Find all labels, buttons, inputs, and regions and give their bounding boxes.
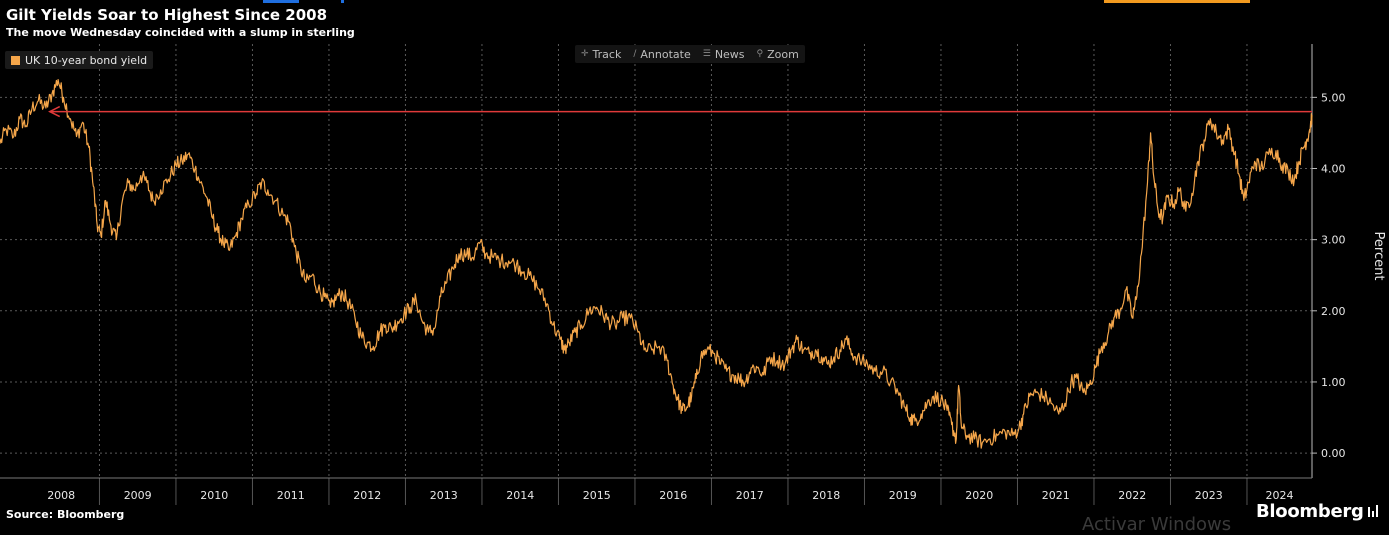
top-stripe-blue-2 bbox=[341, 0, 344, 3]
legend-swatch bbox=[11, 55, 20, 65]
y-tick-label: 5.00 bbox=[1321, 91, 1346, 104]
y-tick-label: 3.00 bbox=[1321, 234, 1346, 247]
x-tick-label: 2018 bbox=[812, 489, 840, 502]
zoom-button[interactable]: ⚲ Zoom bbox=[751, 45, 805, 63]
pencil-icon: ∕ bbox=[633, 49, 637, 59]
chart-title: Gilt Yields Soar to Highest Since 2008 bbox=[6, 6, 328, 24]
y-tick-label: 4.00 bbox=[1321, 163, 1346, 176]
top-stripe-blue-1 bbox=[263, 0, 299, 3]
brand-name: Bloomberg bbox=[1256, 501, 1364, 522]
top-stripe-orange bbox=[1104, 0, 1250, 3]
annotate-button[interactable]: ∕ Annotate bbox=[627, 45, 696, 63]
x-tick-label: 2019 bbox=[889, 489, 917, 502]
y-tick-label: 1.00 bbox=[1321, 376, 1346, 389]
source-note: Source: Bloomberg bbox=[6, 508, 125, 521]
chart-toolbar: ✛ Track ∕ Annotate ☰ News ⚲ Zoom bbox=[575, 45, 805, 63]
x-tick-label: 2010 bbox=[200, 489, 228, 502]
magnifier-icon: ⚲ bbox=[756, 49, 764, 59]
x-tick-label: 2020 bbox=[965, 489, 993, 502]
chart-subtitle: The move Wednesday coincided with a slum… bbox=[6, 26, 355, 39]
x-tick-label: 2013 bbox=[430, 489, 458, 502]
x-tick-label: 2012 bbox=[353, 489, 381, 502]
news-label: News bbox=[714, 47, 745, 61]
x-tick-label: 2021 bbox=[1042, 489, 1070, 502]
y-axis-label: Percent bbox=[1371, 232, 1386, 281]
x-tick-label: 2009 bbox=[124, 489, 152, 502]
zoom-label: Zoom bbox=[767, 47, 799, 61]
x-tick-label: 2016 bbox=[659, 489, 687, 502]
y-tick-label: 2.00 bbox=[1321, 305, 1346, 318]
axes: 0.00 1.00 2.00 3.00 4.00 5.00 2008 2009 2010 2011… bbox=[0, 44, 1386, 505]
crosshair-icon: ✛ bbox=[581, 49, 589, 59]
annotation-layer bbox=[48, 105, 1312, 118]
annotate-label: Annotate bbox=[640, 47, 691, 61]
legend[interactable]: UK 10-year bond yield bbox=[5, 51, 154, 69]
legend-label: UK 10-year bond yield bbox=[25, 53, 148, 67]
news-button[interactable]: ☰ News bbox=[697, 45, 751, 63]
x-tick-label: 2024 bbox=[1265, 489, 1293, 502]
x-tick-label: 2011 bbox=[277, 489, 305, 502]
os-watermark: Activar Windows bbox=[1082, 514, 1232, 535]
brand-logo: Bloomberg bbox=[1256, 501, 1382, 522]
track-label: Track bbox=[592, 47, 622, 61]
y-tick-label: 0.00 bbox=[1321, 447, 1346, 460]
x-tick-label: 2022 bbox=[1118, 489, 1146, 502]
track-button[interactable]: ✛ Track bbox=[575, 45, 627, 63]
x-tick-label: 2023 bbox=[1195, 489, 1223, 502]
annotation-arrowhead bbox=[48, 105, 61, 118]
x-tick-label: 2015 bbox=[583, 489, 611, 502]
x-tick-label: 2008 bbox=[47, 489, 75, 502]
news-icon: ☰ bbox=[702, 49, 711, 59]
x-tick-label: 2014 bbox=[506, 489, 534, 502]
bar-chart-icon bbox=[1367, 504, 1378, 517]
x-tick-label: 2017 bbox=[736, 489, 764, 502]
series-line-uk-10y bbox=[0, 79, 1313, 449]
grid bbox=[0, 44, 1312, 478]
series-layer bbox=[0, 79, 1313, 449]
